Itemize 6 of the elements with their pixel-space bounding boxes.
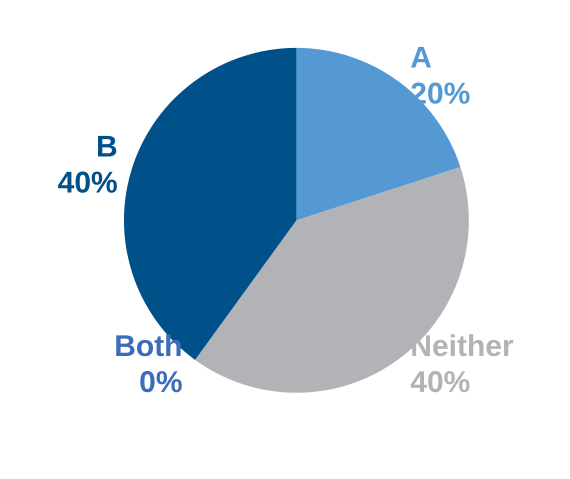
- data-label: 40%: [410, 366, 470, 400]
- slice-label: B: [96, 130, 118, 164]
- data-label: 40%: [58, 166, 118, 200]
- category-label: Both: [114, 330, 183, 364]
- slice-label: A: [410, 41, 432, 74]
- text: 0%: [139, 366, 183, 400]
